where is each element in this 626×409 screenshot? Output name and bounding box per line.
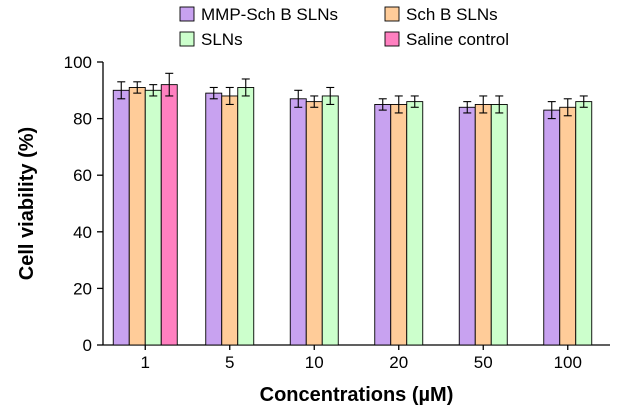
bar <box>575 101 593 346</box>
bar <box>205 92 223 346</box>
legend-swatch <box>179 31 195 47</box>
y-tick-label: 100 <box>64 53 92 72</box>
x-tick-label: 20 <box>389 353 408 372</box>
y-axis-title: Cell viability (%) <box>16 127 38 280</box>
x-axis-title: Concentrations (µM) <box>260 384 454 406</box>
bar <box>543 109 561 346</box>
legend-swatch <box>384 6 400 22</box>
x-tick-label: 50 <box>474 353 493 372</box>
legend-label: MMP-Sch B SLNs <box>201 5 338 24</box>
x-tick-label: 1 <box>141 353 150 372</box>
bar <box>221 95 239 346</box>
bar <box>289 98 307 346</box>
bar <box>559 106 577 346</box>
y-tick-label: 60 <box>73 166 92 185</box>
legend-label: Sch B SLNs <box>406 5 498 24</box>
y-axis-ticks: 0 20 40 60 80 100 <box>64 53 103 355</box>
bar <box>474 103 492 346</box>
bar-series-group <box>112 72 593 346</box>
bar <box>458 106 476 346</box>
bar <box>406 101 424 346</box>
y-tick-label: 40 <box>73 223 92 242</box>
y-tick-label: 0 <box>83 336 92 355</box>
legend-swatch <box>384 31 400 47</box>
x-tick-label: 10 <box>305 353 324 372</box>
bar <box>128 87 146 346</box>
bar <box>390 103 408 346</box>
legend-label: Saline control <box>406 30 509 49</box>
y-tick-label: 80 <box>73 110 92 129</box>
legend-label: SLNs <box>201 30 243 49</box>
bar <box>490 103 508 346</box>
bar <box>237 87 255 346</box>
plot-area: 0 20 40 60 80 100 1 5 10 20 50 100 <box>64 53 610 372</box>
bar <box>321 95 339 346</box>
legend: MMP-Sch B SLNs Sch B SLNs SLNs Saline contr… <box>179 5 509 49</box>
x-axis-ticks: 1 5 10 20 50 100 <box>141 345 582 372</box>
bar <box>160 84 178 346</box>
bar <box>112 89 130 346</box>
bar <box>144 89 162 346</box>
bar <box>374 103 392 346</box>
x-tick-label: 100 <box>554 353 582 372</box>
x-tick-label: 5 <box>225 353 234 372</box>
bar <box>305 101 323 346</box>
y-tick-label: 20 <box>73 279 92 298</box>
legend-swatch <box>179 6 195 22</box>
